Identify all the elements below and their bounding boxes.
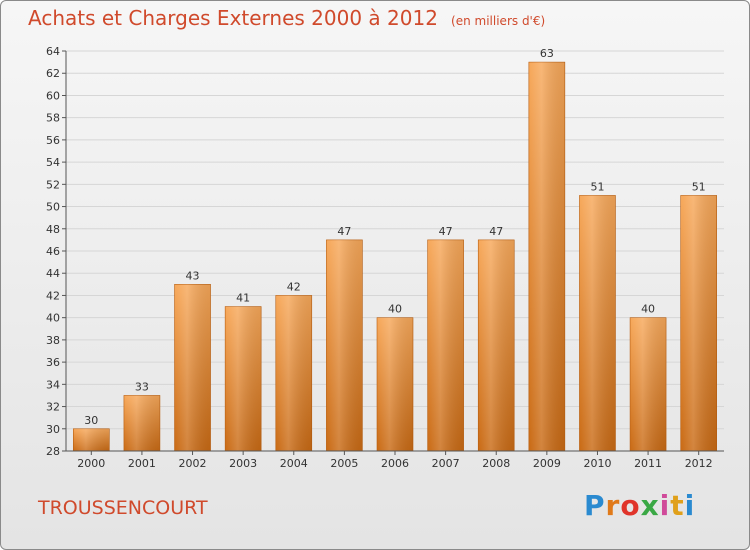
bar-shine [275, 295, 312, 451]
y-tick-label: 56 [46, 134, 60, 147]
x-tick-label: 2012 [685, 457, 713, 470]
x-tick-label: 2008 [482, 457, 510, 470]
x-tick-label: 2005 [330, 457, 358, 470]
bar-shine [326, 239, 363, 451]
x-tick-label: 2003 [229, 457, 257, 470]
y-tick-label: 36 [46, 356, 60, 369]
y-tick-label: 48 [46, 223, 60, 236]
y-tick-label: 32 [46, 401, 60, 414]
data-label: 33 [135, 380, 149, 393]
bar-shine [225, 306, 262, 451]
bar-shine [174, 284, 211, 451]
x-tick-label: 2004 [280, 457, 308, 470]
x-tick-label: 2007 [432, 457, 460, 470]
data-label: 40 [641, 303, 655, 316]
y-tick-label: 42 [46, 289, 60, 302]
y-tick-label: 40 [46, 312, 60, 325]
data-label: 51 [692, 180, 706, 193]
y-tick-label: 34 [46, 378, 60, 391]
y-tick-label: 54 [46, 156, 60, 169]
x-tick-label: 2002 [179, 457, 207, 470]
logo-letter: i [684, 489, 696, 522]
logo-letter: P [584, 489, 606, 522]
bar-shine [427, 239, 464, 451]
data-label: 63 [540, 47, 554, 60]
bar-shine [478, 239, 515, 451]
data-label: 40 [388, 303, 402, 316]
data-label: 43 [186, 269, 200, 282]
data-label: 42 [287, 280, 301, 293]
y-tick-label: 64 [46, 45, 60, 58]
y-tick-label: 50 [46, 201, 60, 214]
logo-letter: r [605, 489, 621, 522]
logo-letter: o [620, 489, 641, 522]
data-label: 47 [337, 225, 351, 238]
data-label: 47 [439, 225, 453, 238]
y-tick-label: 52 [46, 178, 60, 191]
bar-shine [579, 195, 616, 451]
bar-shine [73, 428, 110, 451]
x-tick-label: 2000 [77, 457, 105, 470]
x-tick-label: 2010 [583, 457, 611, 470]
axes [65, 51, 724, 452]
y-tick-label: 30 [46, 423, 60, 436]
data-labels: 30 33 43 41 42 47 40 47 47 63 51 40 51 [84, 47, 705, 427]
x-tick-label: 2011 [634, 457, 662, 470]
bar-shine [630, 317, 667, 451]
x-tick-label: 2006 [381, 457, 409, 470]
bar-shine [528, 62, 565, 451]
data-label: 30 [84, 414, 98, 427]
logo-letter: t [670, 489, 685, 522]
y-tick-label: 46 [46, 245, 60, 258]
bar-shine [680, 195, 717, 451]
y-tick-label: 62 [46, 67, 60, 80]
chart-subtitle: (en milliers d'€) [451, 14, 546, 28]
title-row: Achats et Charges Externes 2000 à 2012 (… [28, 6, 545, 30]
chart-title: Achats et Charges Externes 2000 à 2012 [28, 6, 438, 30]
data-label: 47 [489, 225, 503, 238]
commune-name: TROUSSENCOURT [38, 497, 208, 519]
bar-shine [377, 317, 413, 451]
y-tick-label: 60 [46, 89, 60, 102]
y-tick-label: 28 [46, 445, 60, 458]
y-tick-label: 38 [46, 334, 60, 347]
bars [73, 61, 717, 452]
logo-letter: x [640, 489, 660, 522]
logo-letter: i [659, 489, 671, 522]
y-tick-label: 44 [46, 267, 60, 280]
data-label: 51 [590, 180, 604, 193]
proxiti-logo: Proxiti [584, 489, 695, 522]
x-tick-label: 2001 [128, 457, 156, 470]
data-label: 41 [236, 292, 250, 305]
x-tick-label: 2009 [533, 457, 561, 470]
bar-shine [123, 395, 160, 451]
x-axis-ticks: 2000 2001 2002 2003 2004 2005 2006 2007 2008 2009… [77, 451, 713, 470]
y-axis-ticks: 28 30 32 34 36 38 40 42 44 46 48 50 52 54 56 58 60 62 64 [46, 45, 66, 458]
y-tick-label: 58 [46, 112, 60, 125]
